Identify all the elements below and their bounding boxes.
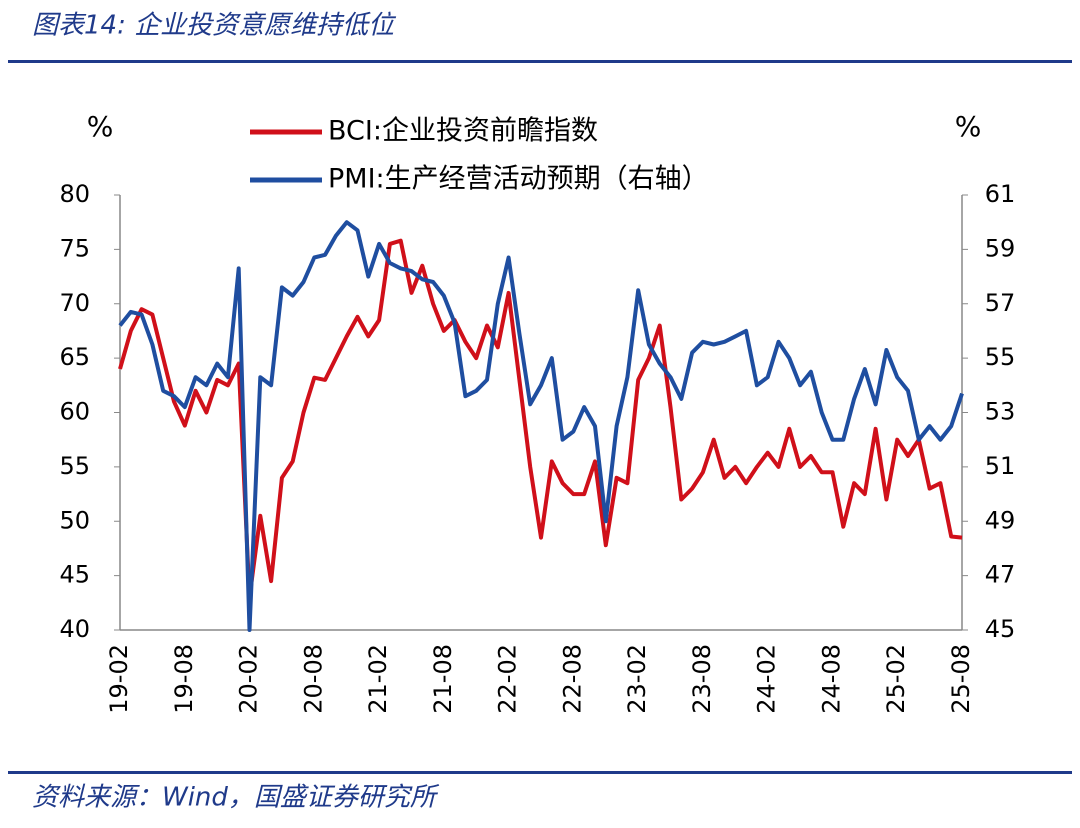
y-unit: % bbox=[87, 110, 114, 143]
header-rule bbox=[8, 60, 1072, 63]
y2-tick-label: 53 bbox=[985, 398, 1016, 426]
x-tick-label: 24-02 bbox=[753, 644, 781, 714]
y2-tick-label: 49 bbox=[985, 506, 1016, 534]
y2-tick-label: 61 bbox=[985, 180, 1016, 208]
source: 资料来源：Wind，国盛证券研究所 bbox=[32, 783, 440, 813]
x-tick-label: 22-02 bbox=[494, 644, 522, 714]
x-tick-label: 25-08 bbox=[947, 644, 975, 714]
x-tick-label: 20-08 bbox=[299, 644, 327, 714]
x-tick-label: 21-08 bbox=[429, 644, 457, 714]
x-tick-label: 23-02 bbox=[623, 644, 651, 714]
x-tick-label: 24-08 bbox=[817, 644, 845, 714]
y-tick-label: 40 bbox=[59, 615, 90, 643]
y-tick-label: 65 bbox=[59, 343, 90, 371]
legend-label: PMI:生产经营活动预期（右轴） bbox=[328, 164, 709, 195]
series-line bbox=[118, 220, 964, 632]
series-line bbox=[118, 238, 963, 600]
legend-label: BCI:企业投资前瞻指数 bbox=[328, 116, 598, 147]
y-tick-label: 50 bbox=[59, 506, 90, 534]
y-tick-label: 70 bbox=[59, 289, 90, 317]
x-tick-label: 20-02 bbox=[235, 644, 263, 714]
y-tick-label: 60 bbox=[59, 398, 90, 426]
x-tick-label: 23-08 bbox=[688, 644, 716, 714]
x-tick-label: 25-02 bbox=[882, 644, 910, 714]
y2-unit: % bbox=[955, 110, 982, 143]
y-tick-label: 55 bbox=[59, 452, 90, 480]
x-tick-label: 21-02 bbox=[364, 644, 392, 714]
y-tick-label: 75 bbox=[59, 234, 90, 262]
y2-tick-label: 59 bbox=[985, 234, 1016, 262]
x-tick-label: 22-08 bbox=[558, 644, 586, 714]
y2-tick-label: 47 bbox=[985, 561, 1016, 589]
y2-tick-label: 55 bbox=[985, 343, 1016, 371]
y2-tick-label: 51 bbox=[985, 452, 1016, 480]
y-tick-label: 80 bbox=[59, 180, 90, 208]
chart-title: 图表14: 企业投资意愿维持低位 bbox=[32, 11, 397, 41]
y2-tick-label: 57 bbox=[985, 289, 1016, 317]
footer-rule bbox=[8, 771, 1072, 774]
y-tick-label: 45 bbox=[59, 561, 90, 589]
x-tick-label: 19-02 bbox=[105, 644, 133, 714]
y2-tick-label: 45 bbox=[985, 615, 1016, 643]
x-tick-label: 19-08 bbox=[170, 644, 198, 714]
